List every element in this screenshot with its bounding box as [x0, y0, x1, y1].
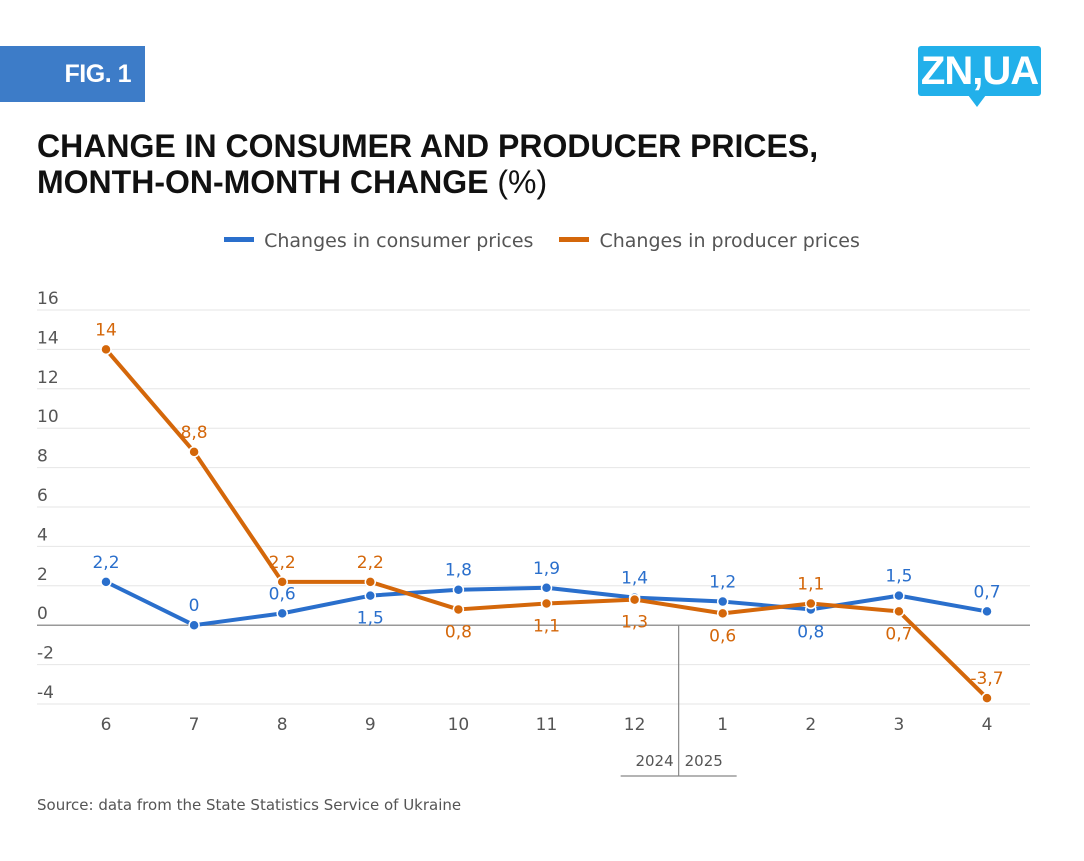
- data-label: 0,8: [445, 622, 472, 642]
- legend-swatch-producer: [559, 237, 590, 242]
- data-label: 2,2: [92, 553, 119, 573]
- y-tick-label: -4: [37, 683, 54, 703]
- data-point: [893, 589, 905, 602]
- data-point: [893, 605, 905, 618]
- data-label: 2,2: [357, 553, 384, 573]
- series-line-producer: [104, 348, 989, 700]
- data-point: [188, 619, 200, 631]
- legend-label-producer: Changes in producer prices: [599, 230, 860, 252]
- data-point: [100, 576, 112, 588]
- data-point: [276, 607, 288, 620]
- chart-legend: Changes in consumer prices Changes in pr…: [0, 230, 1084, 252]
- x-tick-label: 11: [536, 715, 558, 735]
- data-label: 1,1: [797, 575, 824, 595]
- y-tick-label: 2: [37, 565, 48, 585]
- data-point: [805, 597, 817, 610]
- data-label: 0: [189, 596, 200, 616]
- data-label: 1,5: [885, 567, 912, 587]
- y-tick-label: 16: [37, 289, 59, 309]
- year-label-2025: 2025: [685, 752, 723, 770]
- zn-ua-logo: ZN,UA: [918, 46, 1041, 107]
- x-tick-label: 9: [365, 715, 376, 735]
- data-label: 0,8: [797, 622, 824, 642]
- x-tick-label: 6: [101, 715, 112, 735]
- data-label: 0,6: [709, 626, 736, 646]
- data-point: [276, 576, 288, 588]
- data-point: [540, 597, 553, 610]
- data-label: -3,7: [970, 669, 1003, 689]
- data-point: [981, 692, 993, 704]
- y-tick-label: 14: [37, 328, 59, 348]
- data-point: [364, 576, 377, 588]
- data-label: 0,6: [269, 584, 296, 604]
- y-tick-label: 4: [37, 525, 48, 545]
- data-label: 1,9: [533, 559, 560, 579]
- data-label: 1,1: [533, 617, 560, 637]
- x-tick-label: 2: [805, 715, 816, 735]
- data-label: 1,4: [621, 569, 648, 589]
- data-point: [452, 583, 465, 596]
- data-label: 0,7: [973, 582, 1000, 602]
- data-point: [716, 607, 729, 620]
- y-tick-label: 0: [37, 604, 48, 624]
- data-label: 2,2: [269, 553, 296, 573]
- data-label: 1,5: [357, 609, 384, 629]
- data-point: [716, 595, 729, 608]
- y-tick-label: 8: [37, 447, 48, 467]
- x-tick-label: 10: [448, 715, 470, 735]
- data-label: 8,8: [181, 423, 208, 443]
- x-tick-label: 8: [277, 715, 288, 735]
- data-label: 1,2: [709, 573, 736, 593]
- data-label: 1,3: [621, 613, 648, 633]
- y-tick-label: 6: [37, 486, 48, 506]
- x-tick-label: 7: [189, 715, 200, 735]
- data-point: [188, 446, 200, 458]
- data-point: [100, 343, 112, 356]
- data-label: 0,7: [885, 624, 912, 644]
- x-tick-label: 3: [893, 715, 904, 735]
- data-point: [452, 603, 465, 616]
- data-label: 14: [95, 320, 117, 340]
- chart-title: CHANGE IN CONSUMER AND PRODUCER PRICES, …: [37, 128, 818, 200]
- title-line-1: CHANGE IN CONSUMER AND PRODUCER PRICES,: [37, 128, 819, 164]
- figure-badge: FIG. 1: [0, 46, 145, 102]
- data-point: [628, 593, 641, 606]
- data-point: [540, 582, 553, 594]
- y-tick-label: -2: [37, 644, 54, 664]
- title-line-2: MONTH-ON-MONTH CHANGE: [37, 164, 489, 200]
- data-point: [981, 605, 993, 618]
- y-tick-label: 12: [37, 368, 59, 388]
- x-tick-label: 12: [624, 715, 646, 735]
- year-label-2024: 2024: [635, 752, 673, 770]
- legend-item-consumer: Changes in consumer prices: [224, 230, 533, 252]
- y-tick-label: 10: [37, 407, 59, 427]
- source-note: Source: data from the State Statistics S…: [37, 796, 462, 814]
- legend-swatch-consumer: [224, 237, 255, 242]
- x-tick-label: 1: [717, 715, 728, 735]
- legend-item-producer: Changes in producer prices: [559, 230, 860, 252]
- data-point: [364, 589, 377, 602]
- data-label: 1,8: [445, 561, 472, 581]
- legend-label-consumer: Changes in consumer prices: [264, 230, 534, 252]
- title-unit: (%): [497, 164, 548, 200]
- x-tick-label: 4: [982, 715, 993, 735]
